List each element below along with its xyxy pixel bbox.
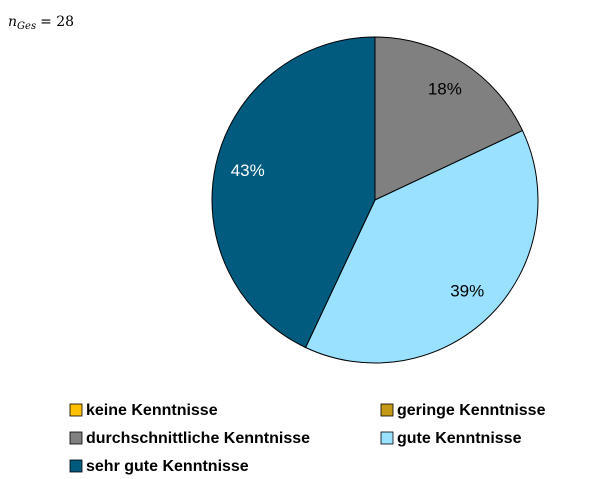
legend-label: gute Kenntnisse [397, 430, 522, 447]
legend-swatch [380, 431, 394, 445]
annotation: nGes = 28 [8, 14, 74, 32]
pie-slice [304, 129, 539, 364]
value-label: 43% [231, 161, 265, 180]
value-label: 39% [450, 282, 484, 301]
annotation-subscript: Ges [17, 21, 36, 32]
legend-label: durchschnittliche Kenntnisse [86, 430, 310, 447]
pie-slice [374, 36, 524, 201]
legend-swatch [69, 459, 83, 473]
legend-swatch [69, 431, 83, 445]
legend-label: keine Kenntnisse [86, 402, 218, 419]
legend-label: geringe Kenntnisse [397, 402, 546, 419]
pie-slice [211, 36, 376, 349]
annotation-symbol: n [8, 14, 17, 30]
legend-swatch [380, 403, 394, 417]
legend-swatch [69, 403, 83, 417]
annotation-text: = 28 [40, 14, 74, 30]
value-label: 18% [428, 79, 462, 98]
legend-label: sehr gute Kenntnisse [86, 458, 249, 475]
